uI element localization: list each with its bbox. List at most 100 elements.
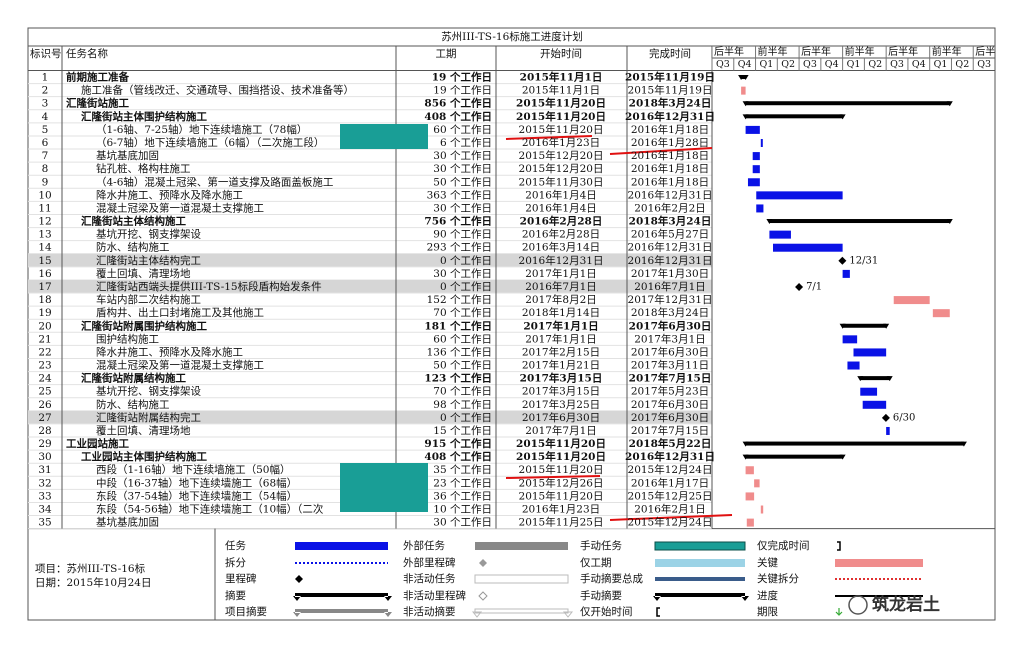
task-id: 16 [38,268,52,280]
task-start: 2016年7月1日 [525,280,597,293]
task-bar [886,426,890,435]
sym [835,608,843,616]
critical-bar [893,296,930,305]
task-finish: 2017年6月30日 [631,398,709,411]
task-duration: 152 个工作日 [427,294,492,306]
task-id: 25 [38,386,51,398]
task-id: 9 [42,176,49,188]
annotation-line [505,475,601,479]
task-finish: 2018年5月22日 [629,437,712,450]
task-name: 基坑基底加固 [96,149,159,162]
sym [653,593,749,601]
task-name: 东段（54-56轴）地下连续墙施工（10幅）（二次 [96,503,324,516]
task-duration: 915 个工作日 [424,437,492,450]
quarter-label: Q4 [738,59,752,70]
task-finish: 2016年5月27日 [631,228,709,241]
legend-label: 非活动摘要 [403,605,456,618]
sym [474,574,569,584]
sym [835,559,923,567]
task-finish: 2016年12月31日 [628,188,713,201]
task-duration: 6 个工作日 [440,137,492,149]
task-bar [756,204,764,213]
task-id: 3 [42,98,49,110]
task-duration: 36 个工作日 [433,490,492,502]
task-duration: 23 个工作日 [433,477,492,489]
task-duration: 98 个工作日 [433,399,492,411]
task-id: 32 [38,477,51,489]
task-finish: 2016年1月18日 [631,149,709,162]
project-info: 项目：苏州III-TS-16标 [35,562,146,575]
task-finish: 2017年3月1日 [634,332,706,345]
milestone [795,282,804,291]
quarter-label: Q1 [847,59,861,70]
task-start: 2017年8月2日 [525,293,597,306]
quarter-label: Q3 [803,59,817,70]
task-finish: 2018年3月24日 [629,97,712,110]
summary-bar [745,114,843,119]
legend-label: 非活动里程碑 [403,589,466,602]
task-id: 6 [42,137,49,149]
task-start: 2015年11月1日 [522,84,600,97]
task-id: 23 [38,360,51,372]
annotation-line [505,135,593,140]
task-finish: 2016年1月18日 [631,123,709,136]
task-name: 降水井施工、预降水及降水施工 [96,345,243,358]
task-name: 汇隆街站西端头提供III-TS-15标段盾构始发条件 [96,280,322,293]
task-finish: 2017年1月30日 [631,267,709,280]
critical-bar [760,505,764,514]
sym [293,609,392,617]
task-finish: 2015年12月24日 [628,516,713,529]
legend-label: 仅开始时间 [580,605,633,618]
quarter-label: Q1 [934,59,948,70]
task-duration: 70 个工作日 [433,307,492,319]
task-finish: 2018年3月24日 [629,215,712,228]
sym [478,591,488,601]
task-id: 31 [38,464,51,476]
task-finish: 2016年7月1日 [634,280,706,293]
table-frame [27,27,996,621]
quarter-label: Q2 [955,59,969,70]
legend-label: 手动摘要总成 [580,572,643,585]
half-year-label: 前半年 [758,45,788,58]
task-name: 施工准备（管线改迁、交通疏导、围挡搭设、技术准备等） [81,84,354,97]
task-duration: 408 个工作日 [424,110,492,123]
legend-label: 关键拆分 [757,572,799,585]
critical-bar [745,466,754,475]
task-id: 8 [42,163,49,175]
sym [471,608,574,618]
quarter-label: Q4 [912,59,926,70]
task-start: 2015年11月20日 [516,110,606,123]
task-name: 工业园站主体围护结构施工 [81,450,207,463]
task-id: 35 [38,517,51,529]
task-start: 2016年2月28日 [522,228,600,241]
task-name: 防水、结构施工 [96,241,170,254]
legend-label: 摘要 [225,589,246,602]
task-finish: 2017年12月31日 [628,293,713,306]
half-year-label: 后半年 [888,45,918,58]
task-finish: 2015年12月24日 [628,463,713,476]
half-year-label: 后半年 [801,45,831,58]
task-duration: 30 个工作日 [433,517,492,529]
task-finish: 2018年3月24日 [631,306,709,319]
task-start: 2016年1月4日 [525,188,597,201]
task-name: 汇隆街站主体结构完工 [96,254,201,267]
task-start: 2017年6月30日 [522,411,600,424]
legend-label: 非活动任务 [403,572,456,585]
task-bar [756,191,843,200]
task-duration: 19 个工作日 [433,85,492,97]
project-info: 日期：2015年10月24日 [35,576,151,589]
task-name: 工业园站施工 [66,437,129,450]
task-id: 15 [38,255,51,267]
legend-label: 外部任务 [403,539,445,552]
critical-bar [754,479,760,488]
task-duration: 30 个工作日 [433,202,492,214]
task-start: 2017年2月15日 [522,345,600,358]
task-finish: 2016年12月31日 [628,241,713,254]
task-start: 2017年3月25日 [522,398,600,411]
column-header: 完成时间 [649,47,691,60]
half-year-label: 前半年 [932,45,962,58]
task-start: 2016年1月4日 [525,201,597,214]
task-start: 2015年12月20日 [519,162,604,175]
quarter-label: Q3 [716,59,730,70]
